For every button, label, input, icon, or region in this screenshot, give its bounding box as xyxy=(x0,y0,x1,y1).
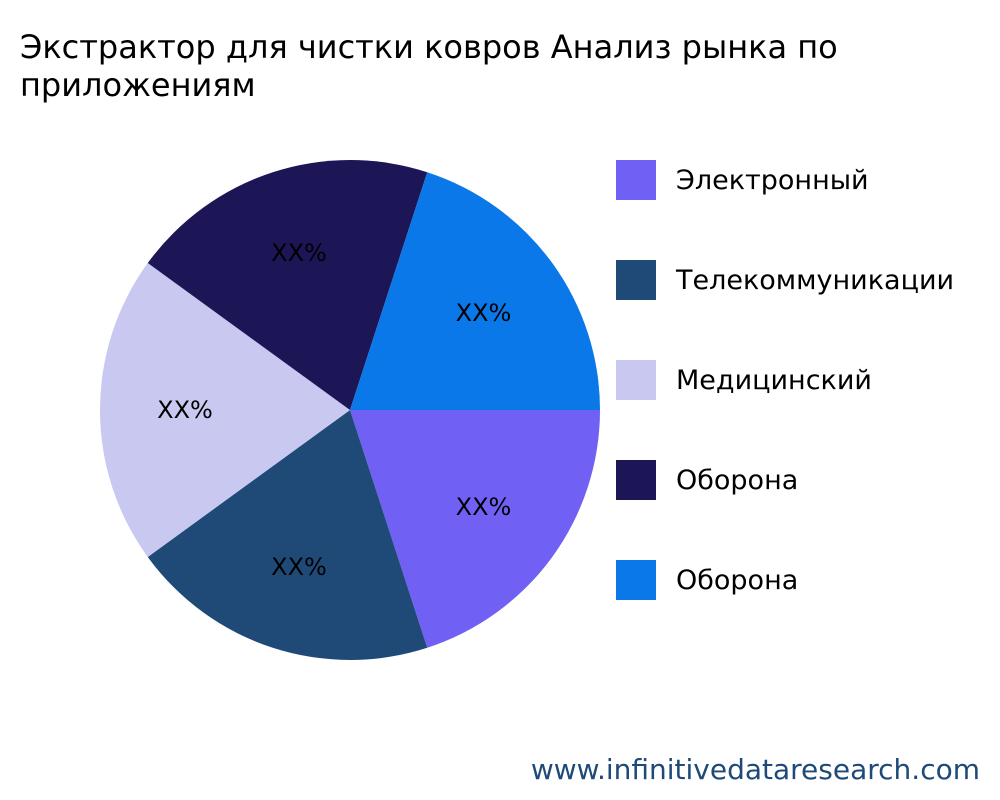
pie-slice xyxy=(147,410,428,660)
legend-swatch xyxy=(616,160,656,200)
legend-swatch xyxy=(616,360,656,400)
legend-label: Электронный xyxy=(676,164,869,196)
legend-item: Медицинский xyxy=(616,360,996,400)
pie-slice xyxy=(147,160,428,410)
pie-slice xyxy=(350,172,600,410)
slice-data-label: XX% xyxy=(157,396,213,424)
legend-label: Телекоммуникации xyxy=(676,264,955,296)
legend-item: Оборона xyxy=(616,560,996,600)
legend-swatch xyxy=(616,460,656,500)
pie-slice xyxy=(100,263,350,557)
legend-label: Оборона xyxy=(676,464,799,496)
pie-slice xyxy=(350,410,600,648)
legend-swatch xyxy=(616,260,656,300)
legend: Электронный Телекоммуникации Медицинский… xyxy=(616,160,996,660)
legend-item: Оборона xyxy=(616,460,996,500)
chart-title: Экстрактор для чистки ковров Анализ рынк… xyxy=(20,28,838,104)
slice-data-label: XX% xyxy=(456,493,512,521)
slice-data-label: XX% xyxy=(271,553,327,581)
legend-swatch xyxy=(616,560,656,600)
slice-data-label: XX% xyxy=(456,299,512,327)
slice-data-label: XX% xyxy=(271,239,327,267)
legend-item: Телекоммуникации xyxy=(616,260,996,300)
footer-website: www.infinitivedataresearch.com xyxy=(530,753,980,786)
legend-label: Медицинский xyxy=(676,364,872,396)
legend-label: Оборона xyxy=(676,564,799,596)
legend-item: Электронный xyxy=(616,160,996,200)
